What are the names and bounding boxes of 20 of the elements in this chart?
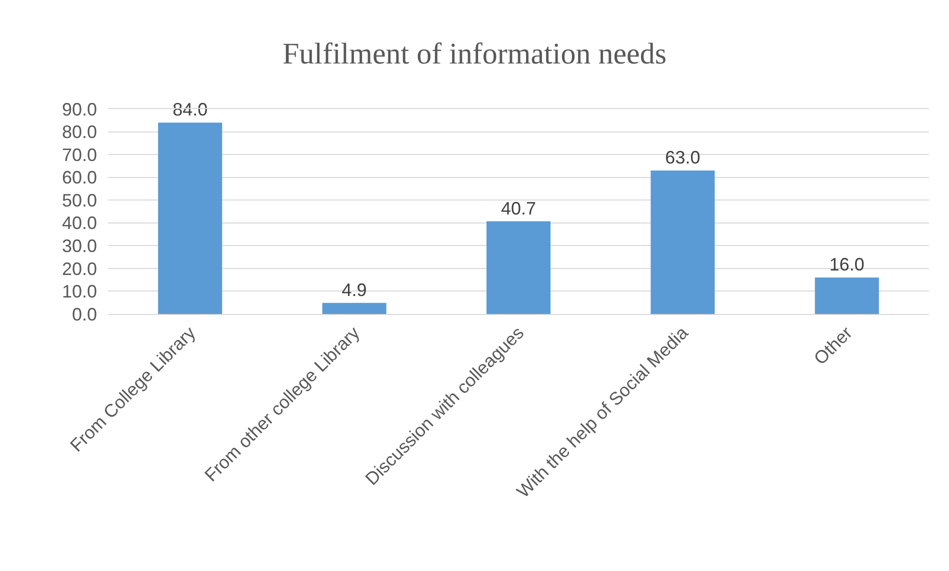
y-tick-label: 0.0 (72, 304, 97, 324)
y-tick-label: 90.0 (62, 99, 97, 120)
y-tick-label: 50.0 (62, 190, 97, 210)
y-tick-label: 60.0 (62, 168, 97, 188)
data-label: 63.0 (665, 148, 700, 168)
bar (486, 221, 551, 314)
y-tick-label: 30.0 (62, 236, 97, 256)
data-label: 4.9 (342, 280, 367, 300)
y-tick-label: 40.0 (62, 213, 97, 234)
bar (814, 278, 879, 314)
y-tick-label: 20.0 (62, 258, 97, 279)
bar (650, 170, 715, 314)
chart-title: Fulfilment of information needs (282, 38, 667, 70)
y-tick-label: 10.0 (62, 282, 97, 302)
y-tick-label: 70.0 (62, 144, 97, 165)
bar (158, 122, 222, 314)
bar (322, 302, 386, 314)
data-label: 40.7 (500, 198, 536, 218)
data-label: 16.0 (829, 254, 864, 275)
y-tick-label: 80.0 (62, 122, 97, 142)
